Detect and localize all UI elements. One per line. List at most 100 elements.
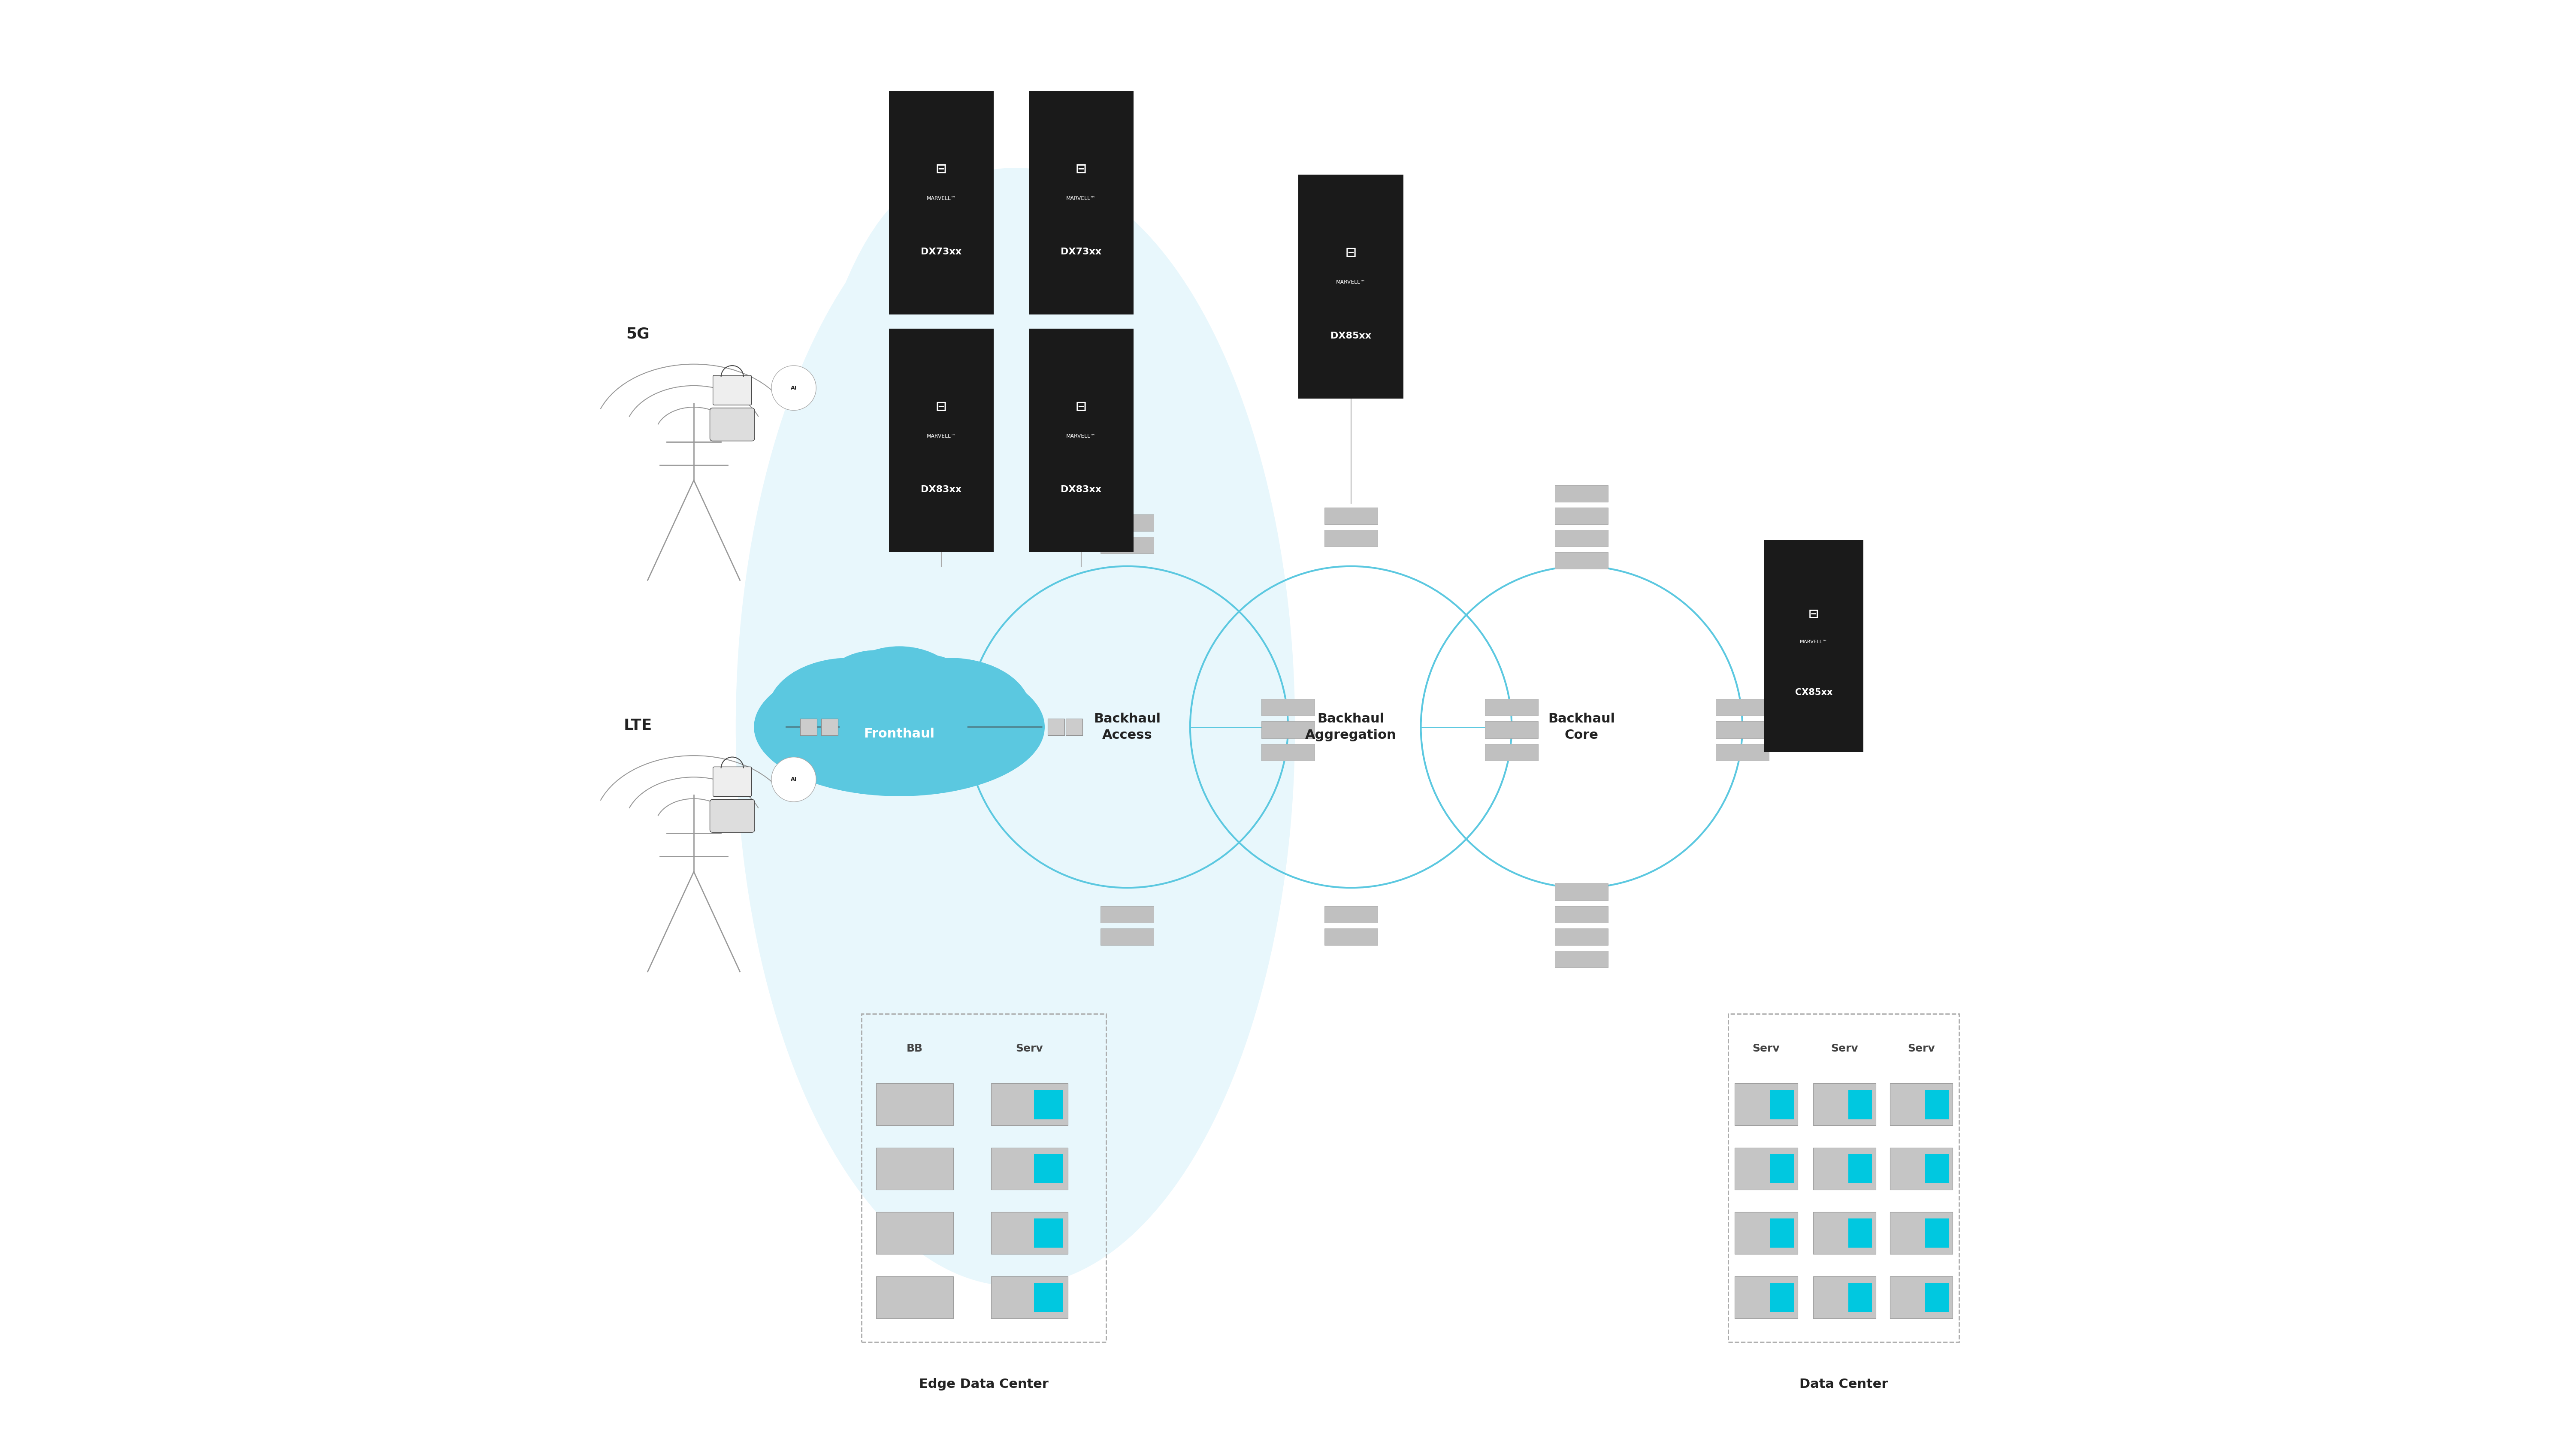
FancyBboxPatch shape xyxy=(1847,1154,1873,1184)
FancyBboxPatch shape xyxy=(1770,1282,1793,1312)
FancyBboxPatch shape xyxy=(714,375,752,406)
FancyBboxPatch shape xyxy=(1716,699,1770,715)
Text: BB: BB xyxy=(907,1044,922,1054)
Text: Backhaul
Access: Backhaul Access xyxy=(1095,712,1162,742)
FancyBboxPatch shape xyxy=(1716,721,1770,739)
FancyBboxPatch shape xyxy=(711,409,755,441)
FancyBboxPatch shape xyxy=(1486,699,1538,715)
FancyBboxPatch shape xyxy=(1556,906,1607,923)
FancyBboxPatch shape xyxy=(1100,537,1154,554)
Text: MARVELL™: MARVELL™ xyxy=(1066,195,1095,201)
FancyBboxPatch shape xyxy=(1033,1282,1064,1312)
Text: Fronthaul: Fronthaul xyxy=(863,728,935,740)
FancyBboxPatch shape xyxy=(1324,529,1378,547)
FancyBboxPatch shape xyxy=(1324,928,1378,945)
Text: DX85xx: DX85xx xyxy=(1332,332,1370,340)
FancyBboxPatch shape xyxy=(1556,928,1607,945)
FancyBboxPatch shape xyxy=(889,329,994,553)
Ellipse shape xyxy=(799,174,1105,944)
FancyBboxPatch shape xyxy=(1556,553,1607,569)
FancyBboxPatch shape xyxy=(1770,1154,1793,1184)
FancyBboxPatch shape xyxy=(1847,1090,1873,1120)
Ellipse shape xyxy=(755,657,1046,797)
Text: Data Center: Data Center xyxy=(1801,1378,1888,1390)
FancyBboxPatch shape xyxy=(1033,1154,1064,1184)
FancyBboxPatch shape xyxy=(714,766,752,797)
FancyBboxPatch shape xyxy=(1770,1218,1793,1248)
FancyBboxPatch shape xyxy=(1924,1090,1950,1120)
FancyBboxPatch shape xyxy=(876,1213,953,1253)
Ellipse shape xyxy=(768,657,930,765)
Text: ⊟: ⊟ xyxy=(1074,401,1087,413)
FancyBboxPatch shape xyxy=(1814,1277,1875,1319)
FancyBboxPatch shape xyxy=(1556,486,1607,502)
Text: AI: AI xyxy=(791,385,796,391)
FancyBboxPatch shape xyxy=(711,800,755,833)
FancyBboxPatch shape xyxy=(1556,884,1607,900)
FancyBboxPatch shape xyxy=(1734,1083,1798,1125)
Text: ⊟: ⊟ xyxy=(935,163,948,176)
FancyBboxPatch shape xyxy=(1891,1277,1953,1319)
Ellipse shape xyxy=(817,650,935,743)
Circle shape xyxy=(770,758,817,801)
Text: Backhaul
Core: Backhaul Core xyxy=(1548,712,1615,742)
FancyBboxPatch shape xyxy=(1814,1147,1875,1189)
FancyBboxPatch shape xyxy=(889,90,994,314)
FancyBboxPatch shape xyxy=(822,718,837,736)
Text: LTE: LTE xyxy=(623,718,652,733)
Text: ⊟: ⊟ xyxy=(1074,163,1087,176)
FancyBboxPatch shape xyxy=(1734,1213,1798,1253)
FancyBboxPatch shape xyxy=(1765,539,1862,752)
FancyBboxPatch shape xyxy=(1814,1213,1875,1253)
Text: ⊟: ⊟ xyxy=(1808,608,1819,619)
FancyBboxPatch shape xyxy=(1847,1282,1873,1312)
Text: MARVELL™: MARVELL™ xyxy=(927,433,956,439)
Text: DX83xx: DX83xx xyxy=(920,486,961,494)
FancyBboxPatch shape xyxy=(1100,515,1154,531)
FancyBboxPatch shape xyxy=(1847,1218,1873,1248)
Ellipse shape xyxy=(737,167,1296,1287)
Text: Serv: Serv xyxy=(1015,1044,1043,1054)
Text: CX85xx: CX85xx xyxy=(1795,688,1832,696)
FancyBboxPatch shape xyxy=(1028,329,1133,553)
FancyBboxPatch shape xyxy=(992,1147,1069,1189)
FancyBboxPatch shape xyxy=(1924,1154,1950,1184)
FancyBboxPatch shape xyxy=(1100,906,1154,923)
FancyBboxPatch shape xyxy=(1734,1147,1798,1189)
Text: ⊟: ⊟ xyxy=(1345,247,1358,259)
FancyBboxPatch shape xyxy=(1734,1277,1798,1319)
Circle shape xyxy=(770,365,817,410)
Text: MARVELL™: MARVELL™ xyxy=(927,195,956,201)
Text: DX83xx: DX83xx xyxy=(1061,486,1103,494)
FancyBboxPatch shape xyxy=(1486,744,1538,760)
FancyBboxPatch shape xyxy=(1770,1090,1793,1120)
Text: DX73xx: DX73xx xyxy=(920,247,961,256)
FancyBboxPatch shape xyxy=(1891,1083,1953,1125)
Text: Serv: Serv xyxy=(1832,1044,1857,1054)
FancyBboxPatch shape xyxy=(1486,721,1538,739)
Text: DX73xx: DX73xx xyxy=(1061,247,1103,256)
FancyBboxPatch shape xyxy=(1262,744,1314,760)
Text: MARVELL™: MARVELL™ xyxy=(1801,640,1826,644)
FancyBboxPatch shape xyxy=(801,718,817,736)
FancyBboxPatch shape xyxy=(1814,1083,1875,1125)
FancyBboxPatch shape xyxy=(1924,1282,1950,1312)
Ellipse shape xyxy=(832,646,969,755)
FancyBboxPatch shape xyxy=(1716,744,1770,760)
FancyBboxPatch shape xyxy=(1066,718,1082,736)
FancyBboxPatch shape xyxy=(1262,721,1314,739)
FancyBboxPatch shape xyxy=(1033,1218,1064,1248)
FancyBboxPatch shape xyxy=(876,1083,953,1125)
FancyBboxPatch shape xyxy=(1891,1213,1953,1253)
FancyBboxPatch shape xyxy=(876,1147,953,1189)
FancyBboxPatch shape xyxy=(1891,1147,1953,1189)
FancyBboxPatch shape xyxy=(1048,718,1064,736)
FancyBboxPatch shape xyxy=(1033,1090,1064,1120)
FancyBboxPatch shape xyxy=(1324,507,1378,525)
Text: Backhaul
Aggregation: Backhaul Aggregation xyxy=(1306,712,1396,742)
FancyBboxPatch shape xyxy=(876,1277,953,1319)
FancyBboxPatch shape xyxy=(992,1277,1069,1319)
Ellipse shape xyxy=(868,657,1030,765)
Text: ⊟: ⊟ xyxy=(935,401,948,413)
Text: AI: AI xyxy=(791,776,796,782)
